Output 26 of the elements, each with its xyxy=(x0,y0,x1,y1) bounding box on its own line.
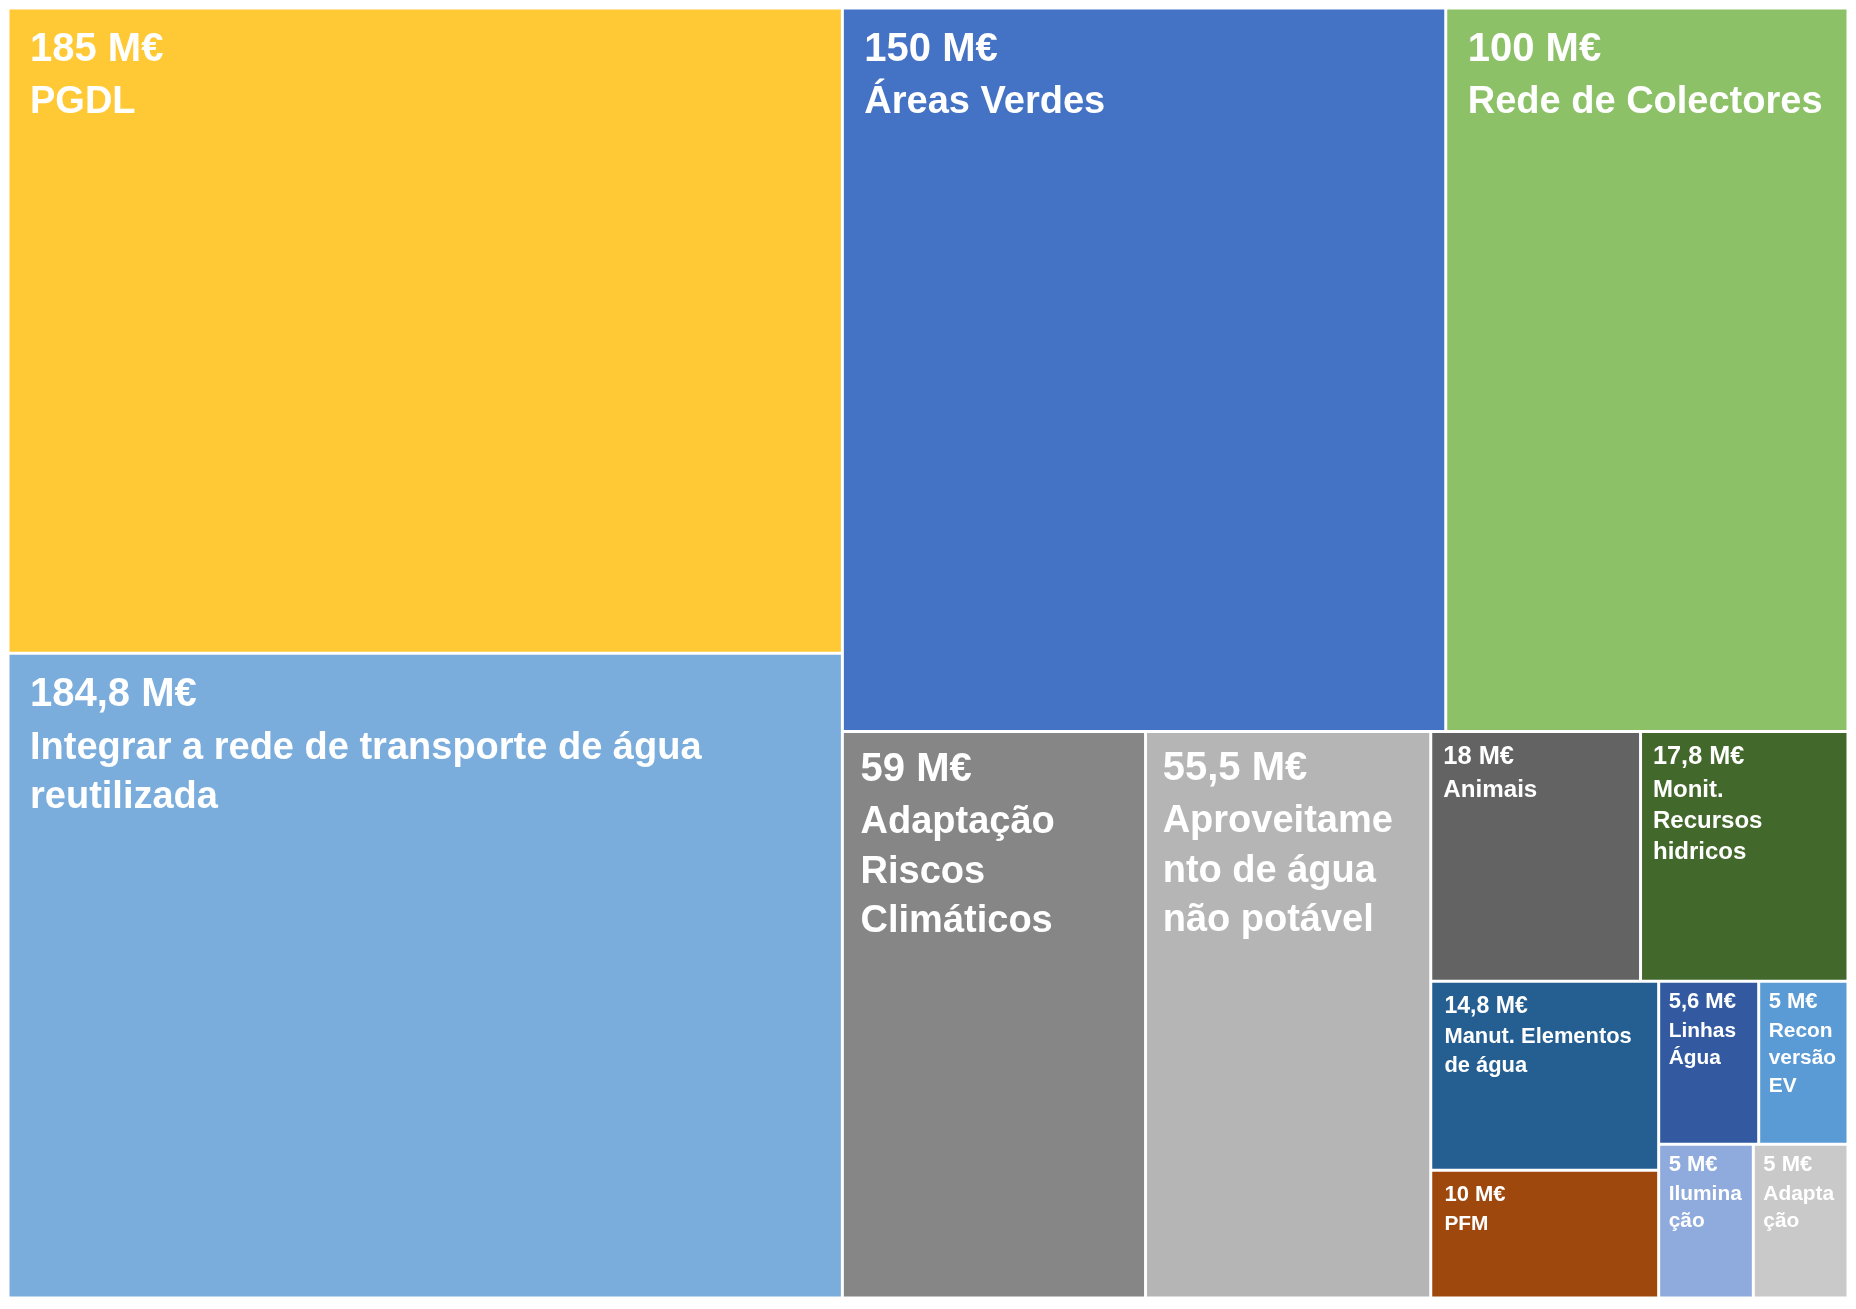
data-label: 185 M€ xyxy=(30,25,164,70)
category-label: Reconversão EV xyxy=(1768,1018,1837,1096)
category-label: PFM xyxy=(1444,1210,1489,1234)
category-label: Monit. Recursos hidricos xyxy=(1652,774,1763,865)
category-label: Iluminação xyxy=(1668,1181,1743,1232)
category-label: Adaptação Riscos Climáticos xyxy=(860,799,1055,941)
category-label: Manut. Elementos de água xyxy=(1444,1023,1632,1077)
data-label: 55,5 M€ xyxy=(1162,743,1308,788)
data-label: 17,8 M€ xyxy=(1652,740,1745,769)
category-label: Rede de Colectores xyxy=(1467,79,1823,122)
category-label: Animais xyxy=(1443,775,1538,803)
data-label: 14,8 M€ xyxy=(1444,991,1528,1018)
data-label: 100 M€ xyxy=(1467,25,1602,70)
data-label: 150 M€ xyxy=(864,25,998,70)
category-label: Áreas Verdes xyxy=(864,78,1106,122)
category-label: PGDL xyxy=(30,79,136,122)
category-label: Integrar a rede de transporte de água reutilizada xyxy=(30,724,703,817)
data-label: 184,8 M€ xyxy=(30,670,197,715)
data-label: 5 M€ xyxy=(1668,1151,1718,1177)
data-label: 18 M€ xyxy=(1443,740,1514,769)
data-label: 5 M€ xyxy=(1768,988,1818,1014)
category-label: Linhas Água xyxy=(1668,1018,1736,1069)
data-label: 59 M€ xyxy=(860,744,972,789)
data-label: 5,6 M€ xyxy=(1668,988,1736,1014)
category-label: Aproveitamento de água não potável xyxy=(1162,798,1393,939)
data-label: 10 M€ xyxy=(1444,1181,1506,1207)
